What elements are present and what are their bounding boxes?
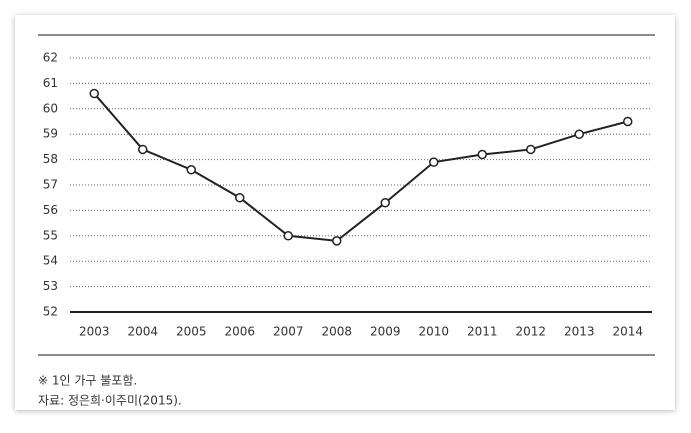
point [526,144,536,155]
note: 자료: 정은희·이주미(2015). [38,394,182,408]
point [623,116,633,127]
x-tick-label: 2007 [273,325,304,339]
y-tick-label: 55 [43,228,58,242]
x-tick-label: 2010 [418,325,449,339]
x-tick-label: 2014 [612,325,643,339]
y-tick-label: 60 [43,101,58,115]
frame [15,15,675,410]
y-tick-label: 59 [43,127,58,141]
x-tick-label: 2005 [176,325,207,339]
x-tick-label: 2004 [127,325,158,339]
point [283,231,293,241]
point [332,236,342,246]
y-tick-label: 62 [43,51,58,65]
point [186,165,196,175]
line [93,92,629,242]
y-tick-label: 54 [43,254,58,268]
y-tick-label: 61 [43,76,58,90]
y-tick-label: 57 [43,178,58,192]
point [235,192,245,203]
point [429,157,439,167]
x-tick-label: 2012 [515,325,546,339]
point [89,88,99,99]
x-tick-label: 2003 [79,325,110,339]
point [138,144,148,155]
y-tick-label: 56 [43,203,58,217]
x-tick-label: 2011 [467,325,498,339]
x-tick-label: 2013 [564,325,595,339]
point [574,129,584,139]
x-tick-label: 2008 [321,325,352,339]
x-tick-label: 2006 [224,325,255,339]
y-tick-label: 53 [43,279,58,293]
y-tick-label: 58 [43,152,58,166]
x-tick-label: 2009 [370,325,401,339]
y-tick-label: 52 [43,305,58,319]
note: ※ 1인 가구 불포함. [38,374,137,388]
point [477,149,487,160]
point [380,198,390,208]
